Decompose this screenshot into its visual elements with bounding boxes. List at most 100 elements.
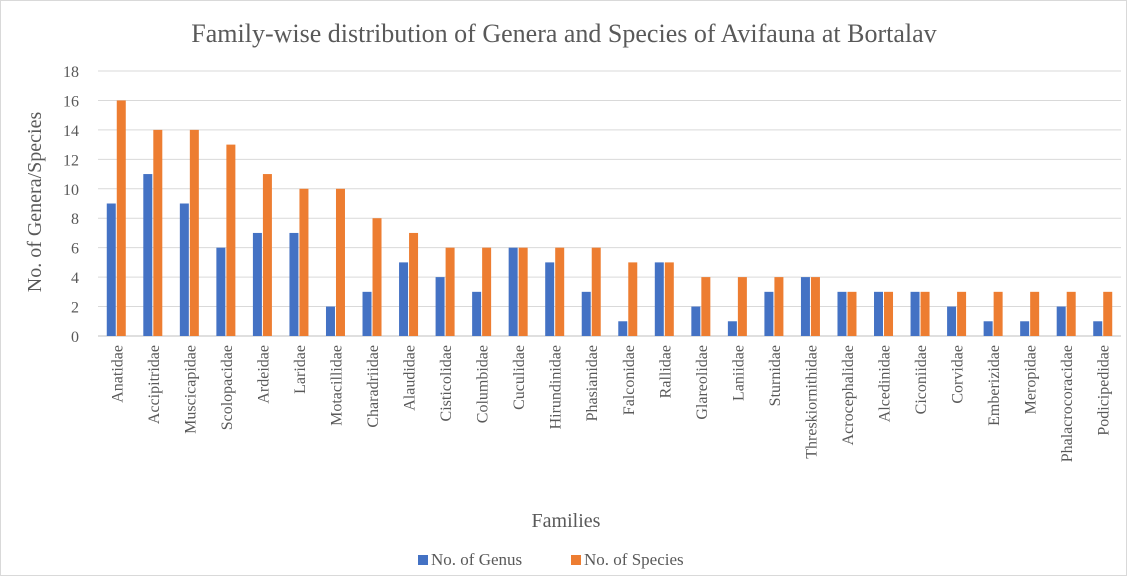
- bar-species: [664, 262, 674, 336]
- x-tick-label: Motacillidae: [328, 345, 345, 426]
- x-tick-label: Meropidae: [1023, 345, 1040, 414]
- x-tick-label: Falconidae: [621, 345, 638, 415]
- bar-species: [920, 291, 930, 336]
- bar-genus: [1056, 306, 1066, 336]
- bar-species: [372, 218, 382, 336]
- x-tick-label: Ardeidae: [255, 345, 272, 404]
- bar-species: [810, 277, 820, 336]
- y-axis-title: No. of Genera/Species: [24, 112, 46, 293]
- bar-species: [1030, 291, 1040, 336]
- bar-species: [335, 188, 345, 336]
- bar-genus: [1020, 321, 1030, 336]
- y-tick-label: 0: [71, 329, 79, 346]
- bar-species: [482, 247, 492, 336]
- x-tick-labels: Anatidae Accipitridae Muscicapidae Scolopac…: [109, 345, 1112, 462]
- bar-genus: [618, 321, 628, 336]
- bar-species: [226, 144, 236, 336]
- x-tick-label: Anatidae: [109, 345, 126, 403]
- bar-genus: [435, 277, 445, 336]
- y-tick-label: 2: [71, 300, 79, 317]
- x-tick-label: Laniidae: [730, 345, 747, 401]
- bars: [106, 100, 1113, 336]
- legend-swatch-species: [571, 555, 581, 565]
- bar-species: [189, 129, 199, 336]
- bar-species: [737, 277, 747, 336]
- bar-genus: [654, 262, 664, 336]
- bar-species: [153, 129, 163, 336]
- bar-genus: [106, 203, 116, 336]
- bar-species: [591, 247, 601, 336]
- bar-genus: [983, 321, 993, 336]
- x-tick-label: Hirundinidae: [548, 345, 565, 429]
- bar-species: [299, 188, 309, 336]
- bar-genus: [1093, 321, 1103, 336]
- bar-genus: [910, 291, 920, 336]
- y-tick-label: 6: [71, 241, 79, 258]
- bar-genus: [289, 232, 299, 336]
- x-tick-label: Laridae: [292, 345, 309, 394]
- bar-genus: [764, 291, 774, 336]
- bar-genus: [252, 232, 262, 336]
- x-tick-label: Muscicapidae: [182, 345, 199, 434]
- x-tick-label: Corvidae: [950, 345, 967, 404]
- x-tick-label: Alaudidae: [402, 345, 419, 411]
- bar-species: [116, 100, 126, 336]
- bar-species: [555, 247, 565, 336]
- bar-genus: [837, 291, 847, 336]
- bar-genus: [545, 262, 555, 336]
- bar-genus: [472, 291, 482, 336]
- bar-genus: [800, 277, 810, 336]
- gridlines: [98, 70, 1121, 337]
- x-tick-label: Podicipedidae: [1096, 345, 1113, 436]
- bar-genus: [581, 291, 591, 336]
- y-tick-label: 4: [71, 270, 79, 287]
- x-axis-title: Families: [532, 510, 601, 532]
- bar-species: [262, 174, 272, 336]
- x-tick-label: Cuculidae: [511, 345, 528, 410]
- x-tick-label: Accipitridae: [146, 345, 163, 424]
- legend-label-species: No. of Species: [584, 550, 684, 569]
- bar-species: [993, 291, 1003, 336]
- bar-species: [701, 277, 711, 336]
- bar-genus: [508, 247, 518, 336]
- y-tick-labels: 0 2 4 6 8 10 12 14 16 18: [63, 64, 79, 346]
- x-tick-label: Scolopacidae: [219, 345, 236, 430]
- bar-genus: [362, 291, 372, 336]
- legend-label-genus: No. of Genus: [431, 550, 522, 569]
- x-tick-label: Acrocephalidae: [840, 345, 857, 445]
- bar-species: [774, 277, 784, 336]
- legend-swatch-genus: [418, 555, 428, 565]
- bar-genus: [947, 306, 957, 336]
- x-tick-label: Charadriidae: [365, 345, 382, 428]
- x-tick-label: Ciconiidae: [913, 345, 930, 414]
- x-tick-label: Alcedinidae: [877, 345, 894, 422]
- x-tick-label: Phalacrocoracidae: [1059, 345, 1076, 462]
- x-tick-label: Glareolidae: [694, 345, 711, 420]
- x-tick-label: Emberizidae: [986, 345, 1003, 426]
- bar-genus: [216, 247, 226, 336]
- bar-genus: [874, 291, 884, 336]
- bar-genus: [727, 321, 737, 336]
- bar-species: [409, 232, 419, 336]
- x-tick-label: Columbidae: [475, 345, 492, 423]
- y-tick-label: 10: [63, 182, 79, 199]
- bar-genus: [179, 203, 189, 336]
- y-tick-label: 12: [63, 152, 79, 169]
- y-tick-label: 8: [71, 211, 79, 228]
- bar-species: [445, 247, 455, 336]
- y-tick-label: 16: [63, 93, 79, 110]
- bar-genus: [399, 262, 409, 336]
- y-tick-label: 14: [63, 123, 79, 140]
- bar-species: [518, 247, 528, 336]
- x-tick-label: Sturnidae: [767, 345, 784, 406]
- bar-genus: [143, 174, 153, 336]
- bar-species: [847, 291, 857, 336]
- x-tick-label: Rallidae: [657, 345, 674, 398]
- x-tick-label: Threskiornithidae: [803, 345, 820, 459]
- y-tick-label: 18: [63, 64, 79, 81]
- x-tick-label: Cisticolidae: [438, 345, 455, 421]
- legend: No. of Genus No. of Species: [418, 550, 684, 569]
- x-tick-label: Phasianidae: [584, 345, 601, 421]
